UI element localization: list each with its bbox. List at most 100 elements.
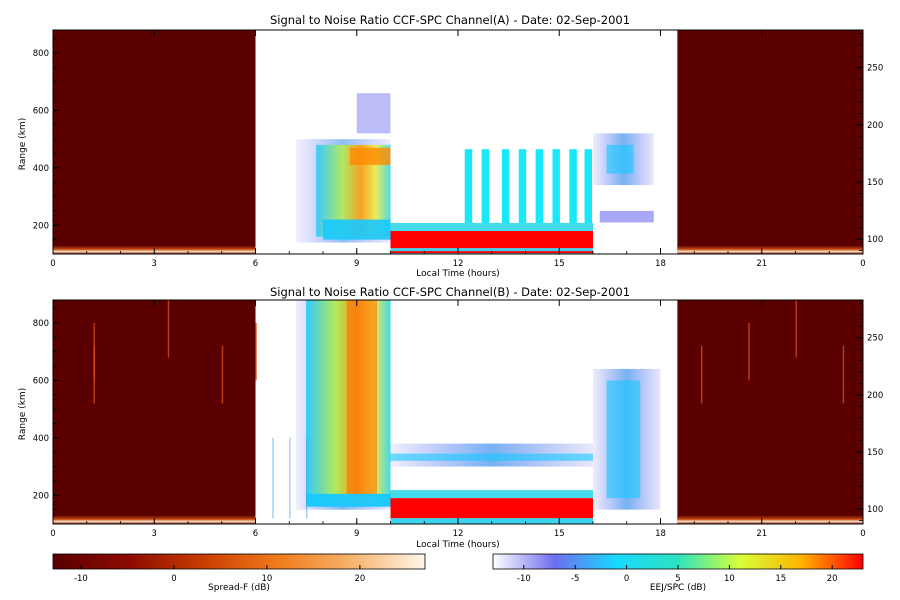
post-sunset-core [606, 380, 641, 499]
colorbar-tick-label: 10 [724, 574, 735, 584]
panel-a: Signal to Noise Ratio CCF-SPC Channel(A)… [18, 13, 883, 279]
y-tick-label: 800 [33, 319, 49, 329]
x-tick-label: 18 [655, 259, 666, 269]
upper-layer-core [390, 453, 593, 461]
y-tick-label: 200 [33, 491, 49, 501]
interference-stripe [481, 149, 490, 223]
night-segment-1 [677, 300, 863, 524]
colorbar-tick-label: -10 [517, 574, 531, 584]
colorbar-eej: -10 -5 0 5 10 15 20 EEJ/SPC (dB) [492, 553, 864, 593]
post-sunset-low-echo [599, 210, 654, 223]
right-y-tick-label: 150 [867, 448, 883, 458]
interference-stripe [584, 149, 592, 223]
x-tick-label: 21 [756, 529, 767, 539]
colorbar-eej-ticks: -10 -5 0 5 10 15 20 [517, 565, 838, 584]
night-segment-1 [677, 30, 863, 254]
axes-a: 0 3 6 9 12 15 18 21 0 200 400 600 800 100 150 200 250 [33, 29, 883, 269]
eej-lower-fringe [390, 248, 593, 254]
colorbar-tick-label: 20 [354, 574, 365, 584]
eej-core [390, 498, 593, 519]
right-y-tick-label: 100 [867, 235, 883, 245]
sporadic-echo [306, 437, 308, 519]
x-axis-label-b: Local Time (hours) [416, 540, 499, 550]
y-axis-label-a: Range (km) [18, 118, 28, 170]
evening-bottom-band [306, 493, 391, 507]
night-streak [167, 300, 170, 358]
interference-stripe [552, 149, 560, 223]
night-streak [255, 322, 257, 381]
colorbar-tick-label: 10 [261, 574, 272, 584]
colorbar-tick-label: 0 [171, 574, 176, 584]
right-y-tick-label: 200 [867, 121, 883, 131]
right-y-tick-label: 250 [867, 64, 883, 74]
night-streak [701, 345, 703, 404]
interference-stripe [464, 149, 473, 223]
colorbar-spread-f-ramp [52, 553, 426, 570]
right-y-tick-label: 150 [867, 178, 883, 188]
x-tick-label: 0 [860, 529, 865, 539]
x-tick-label: 18 [655, 529, 666, 539]
night-floor-echo-1 [677, 515, 863, 524]
colorbar-tick-label: -5 [571, 574, 579, 584]
evening-bottom-band [323, 219, 391, 240]
colorbar-tick-label: 5 [675, 574, 680, 584]
x-tick-label: 9 [354, 529, 359, 539]
colorbar-tick-label: 15 [775, 574, 786, 584]
eej-upper-fringe [390, 222, 593, 232]
interference-stripe [518, 149, 527, 223]
x-tick-label: 15 [554, 259, 565, 269]
y-axis-label-b: Range (km) [18, 388, 28, 440]
x-tick-label: 15 [554, 529, 565, 539]
colorbar-tick-label: 20 [827, 574, 838, 584]
chart-title-b: Signal to Noise Ratio CCF-SPC Channel(B)… [270, 285, 630, 299]
colorbar-tick-label: -10 [74, 574, 88, 584]
x-tick-label: 3 [152, 259, 157, 269]
chart-title-a: Signal to Noise Ratio CCF-SPC Channel(A)… [270, 13, 630, 27]
right-y-tick-label: 100 [867, 505, 883, 515]
eej-upper-fringe [390, 490, 593, 499]
sporadic-echo [272, 437, 274, 519]
x-tick-label: 21 [756, 259, 767, 269]
eej-lower-fringe [390, 518, 593, 524]
colorbar-spread-f-ticks: -10 0 10 20 [74, 565, 365, 584]
evening-plume-peak [350, 147, 391, 165]
x-tick-label: 6 [253, 529, 258, 539]
colorbar-eej-label: EEJ/SPC (dB) [650, 583, 706, 593]
y-tick-label: 200 [33, 221, 49, 231]
night-floor-echo-1 [677, 245, 863, 254]
x-tick-label: 0 [860, 259, 865, 269]
x-tick-label: 12 [453, 529, 464, 539]
night-streak [842, 345, 845, 404]
plot-content-a [53, 30, 863, 254]
sporadic-echo [289, 437, 291, 519]
night-streak [795, 300, 797, 358]
y-tick-label: 400 [33, 164, 49, 174]
x-tick-label: 6 [253, 259, 258, 269]
night-streak [221, 345, 224, 404]
colorbar-spread-f-label: Spread-F (dB) [208, 583, 270, 593]
x-tick-label: 12 [453, 259, 464, 269]
y-tick-label: 600 [33, 376, 49, 386]
plot-area-a [53, 30, 863, 254]
panel-b: Signal to Noise Ratio CCF-SPC Channel(B)… [18, 285, 883, 550]
night-segment-0 [53, 300, 256, 524]
x-axis-label-a: Local Time (hours) [416, 269, 499, 279]
interference-stripe [569, 149, 577, 223]
plot-area-b [53, 300, 863, 524]
interference-stripe [535, 149, 544, 223]
colorbar-spread-f: -10 0 10 20 Spread-F (dB) [52, 553, 426, 593]
night-streak [748, 322, 750, 381]
x-tick-label: 3 [152, 529, 157, 539]
axes-b: 0 3 6 9 12 15 18 21 0 200 400 600 800 100 150 200 250 [33, 299, 883, 539]
post-sunset-core [606, 144, 634, 174]
right-y-tick-label: 250 [867, 334, 883, 344]
night-streak [93, 322, 95, 381]
x-tick-label: 9 [354, 259, 359, 269]
x-tick-label: 0 [50, 259, 55, 269]
interference-stripe [501, 149, 510, 223]
evening-plume-top [356, 93, 391, 134]
colorbar-tick-label: 0 [624, 574, 629, 584]
y-tick-label: 800 [33, 49, 49, 59]
plot-content-b [53, 300, 863, 524]
